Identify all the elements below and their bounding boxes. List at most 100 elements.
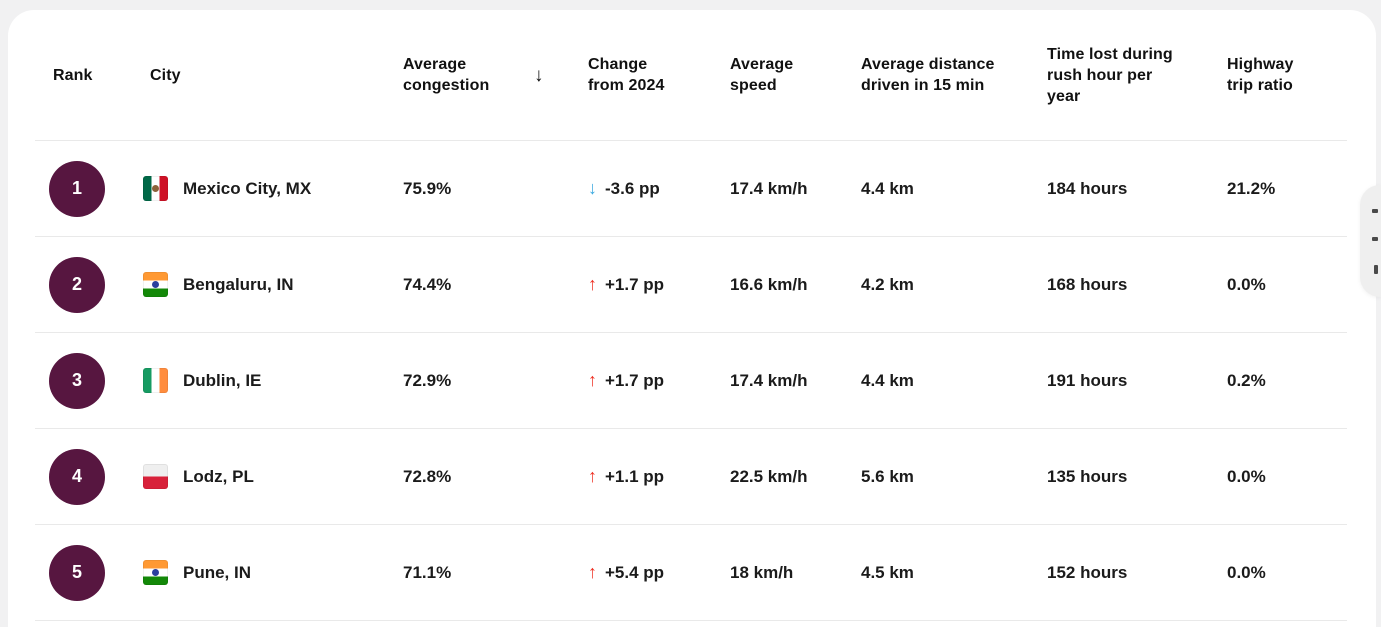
ranking-table-card: Rank City Average congestion ↓ Change fr…: [8, 10, 1376, 627]
city-ranking-table: Rank City Average congestion ↓ Change fr…: [8, 10, 1376, 621]
column-header-label: Average congestion: [403, 56, 490, 94]
distance-value: 4.4 km: [861, 178, 914, 198]
rank-cell: 2: [49, 256, 150, 313]
distance-value: 4.4 km: [861, 370, 914, 390]
time-lost-value: 168 hours: [1047, 274, 1128, 294]
table-header-row: Rank City Average congestion ↓ Change fr…: [53, 10, 1376, 140]
row-divider: [35, 428, 1347, 429]
column-header-city: City: [150, 65, 403, 86]
city-cell: Dublin, IE: [143, 368, 403, 393]
column-header-label: City: [150, 66, 181, 84]
change-cell: ↑ +1.7 pp: [588, 274, 730, 295]
congestion-value: 74.4%: [403, 274, 452, 294]
highway-ratio-value: 0.0%: [1227, 274, 1266, 294]
column-header-label: Rank: [53, 66, 93, 84]
city-name: Mexico City, MX: [183, 178, 312, 198]
city-cell: Bengaluru, IN: [143, 272, 403, 297]
change-cell: ↑ +1.7 pp: [588, 370, 730, 391]
poland-flag-icon: [143, 464, 168, 489]
column-header-rank: Rank: [53, 65, 150, 86]
header-divider: [35, 140, 1347, 141]
city-name: Dublin, IE: [183, 370, 262, 390]
change-value: -3.6 pp: [605, 178, 660, 198]
rank-badge: 5: [49, 544, 105, 601]
table-row[interactable]: 5 Pune, IN 71.1% ↑ +5.4 pp 18 km/h 4.5 k…: [49, 525, 1376, 620]
column-header-label: Highway trip ratio: [1227, 56, 1294, 94]
congestion-value: 71.1%: [403, 562, 452, 582]
congestion-value: 72.8%: [403, 466, 452, 486]
india-flag-icon: [143, 560, 168, 585]
column-header-label: Average speed: [730, 56, 794, 94]
side-widget-glyph: [1372, 209, 1378, 213]
rank-cell: 3: [49, 352, 150, 409]
highway-ratio-value: 0.0%: [1227, 562, 1266, 582]
side-widget-glyph: [1374, 265, 1378, 274]
india-flag-icon: [143, 272, 168, 297]
highway-ratio-value: 0.0%: [1227, 466, 1266, 486]
distance-value: 4.2 km: [861, 274, 914, 294]
table-row[interactable]: 2 Bengaluru, IN 74.4% ↑ +1.7 pp 16.6 km/…: [49, 237, 1376, 332]
change-value: +1.7 pp: [605, 370, 665, 390]
city-name: Pune, IN: [183, 562, 252, 582]
side-widget-glyph: [1372, 237, 1378, 241]
city-cell: Pune, IN: [143, 560, 403, 585]
column-header-highway-trip-ratio: Highway trip ratio: [1227, 54, 1347, 96]
table-row[interactable]: 1 Mexico City, MX 75.9% ↓ -3.6 pp 17.4 k…: [49, 141, 1376, 236]
arrow-up-icon: ↑: [588, 466, 597, 486]
highway-ratio-value: 21.2%: [1227, 178, 1276, 198]
row-divider: [35, 236, 1347, 237]
table-row[interactable]: 3 Dublin, IE 72.9% ↑ +1.7 pp 17.4 km/h 4…: [49, 333, 1376, 428]
arrow-down-icon: ↓: [588, 178, 597, 198]
arrow-up-icon: ↑: [588, 370, 597, 390]
table-row[interactable]: 4 Lodz, PL 72.8% ↑ +1.1 pp 22.5 km/h 5.6…: [49, 429, 1376, 524]
time-lost-value: 184 hours: [1047, 178, 1128, 198]
arrow-up-icon: ↑: [588, 274, 597, 294]
change-value: +5.4 pp: [605, 562, 665, 582]
city-name: Bengaluru, IN: [183, 274, 294, 294]
row-divider: [35, 524, 1347, 525]
rank-badge: 4: [49, 448, 105, 505]
ireland-flag-icon: [143, 368, 168, 393]
row-divider: [35, 332, 1347, 333]
sort-descending-icon[interactable]: ↓: [534, 64, 544, 86]
column-header-label: Time lost during rush hour per year: [1047, 45, 1173, 105]
distance-value: 5.6 km: [861, 466, 914, 486]
city-cell: Mexico City, MX: [143, 176, 403, 201]
change-value: +1.1 pp: [605, 466, 665, 486]
rank-badge: 1: [49, 160, 105, 217]
city-cell: Lodz, PL: [143, 464, 403, 489]
mexico-flag-icon: [143, 176, 168, 201]
change-cell: ↑ +5.4 pp: [588, 562, 730, 583]
time-lost-value: 135 hours: [1047, 466, 1128, 486]
change-value: +1.7 pp: [605, 274, 665, 294]
change-cell: ↑ +1.1 pp: [588, 466, 730, 487]
speed-value: 18 km/h: [730, 562, 794, 582]
column-header-label: Average distance driven in 15 min: [861, 56, 995, 94]
rank-cell: 1: [49, 160, 150, 217]
rank-badge: 2: [49, 256, 105, 313]
row-divider: [35, 620, 1347, 621]
speed-value: 17.4 km/h: [730, 178, 808, 198]
speed-value: 22.5 km/h: [730, 466, 808, 486]
column-header-label: Change from 2024: [588, 56, 665, 94]
speed-value: 17.4 km/h: [730, 370, 808, 390]
side-widget-tab[interactable]: [1360, 185, 1381, 297]
rank-cell: 4: [49, 448, 150, 505]
column-header-average-distance: Average distance driven in 15 min: [861, 54, 1047, 96]
column-header-average-speed: Average speed: [730, 54, 861, 96]
time-lost-value: 152 hours: [1047, 562, 1128, 582]
rank-cell: 5: [49, 544, 150, 601]
rank-badge: 3: [49, 352, 105, 409]
speed-value: 16.6 km/h: [730, 274, 808, 294]
congestion-value: 72.9%: [403, 370, 452, 390]
arrow-up-icon: ↑: [588, 562, 597, 582]
congestion-value: 75.9%: [403, 178, 452, 198]
city-name: Lodz, PL: [183, 466, 254, 486]
column-header-change-from-2024: Change from 2024: [588, 54, 730, 96]
highway-ratio-value: 0.2%: [1227, 370, 1266, 390]
change-cell: ↓ -3.6 pp: [588, 178, 730, 199]
time-lost-value: 191 hours: [1047, 370, 1128, 390]
distance-value: 4.5 km: [861, 562, 914, 582]
column-header-time-lost: Time lost during rush hour per year: [1047, 44, 1227, 107]
column-header-average-congestion[interactable]: Average congestion ↓: [403, 54, 588, 96]
